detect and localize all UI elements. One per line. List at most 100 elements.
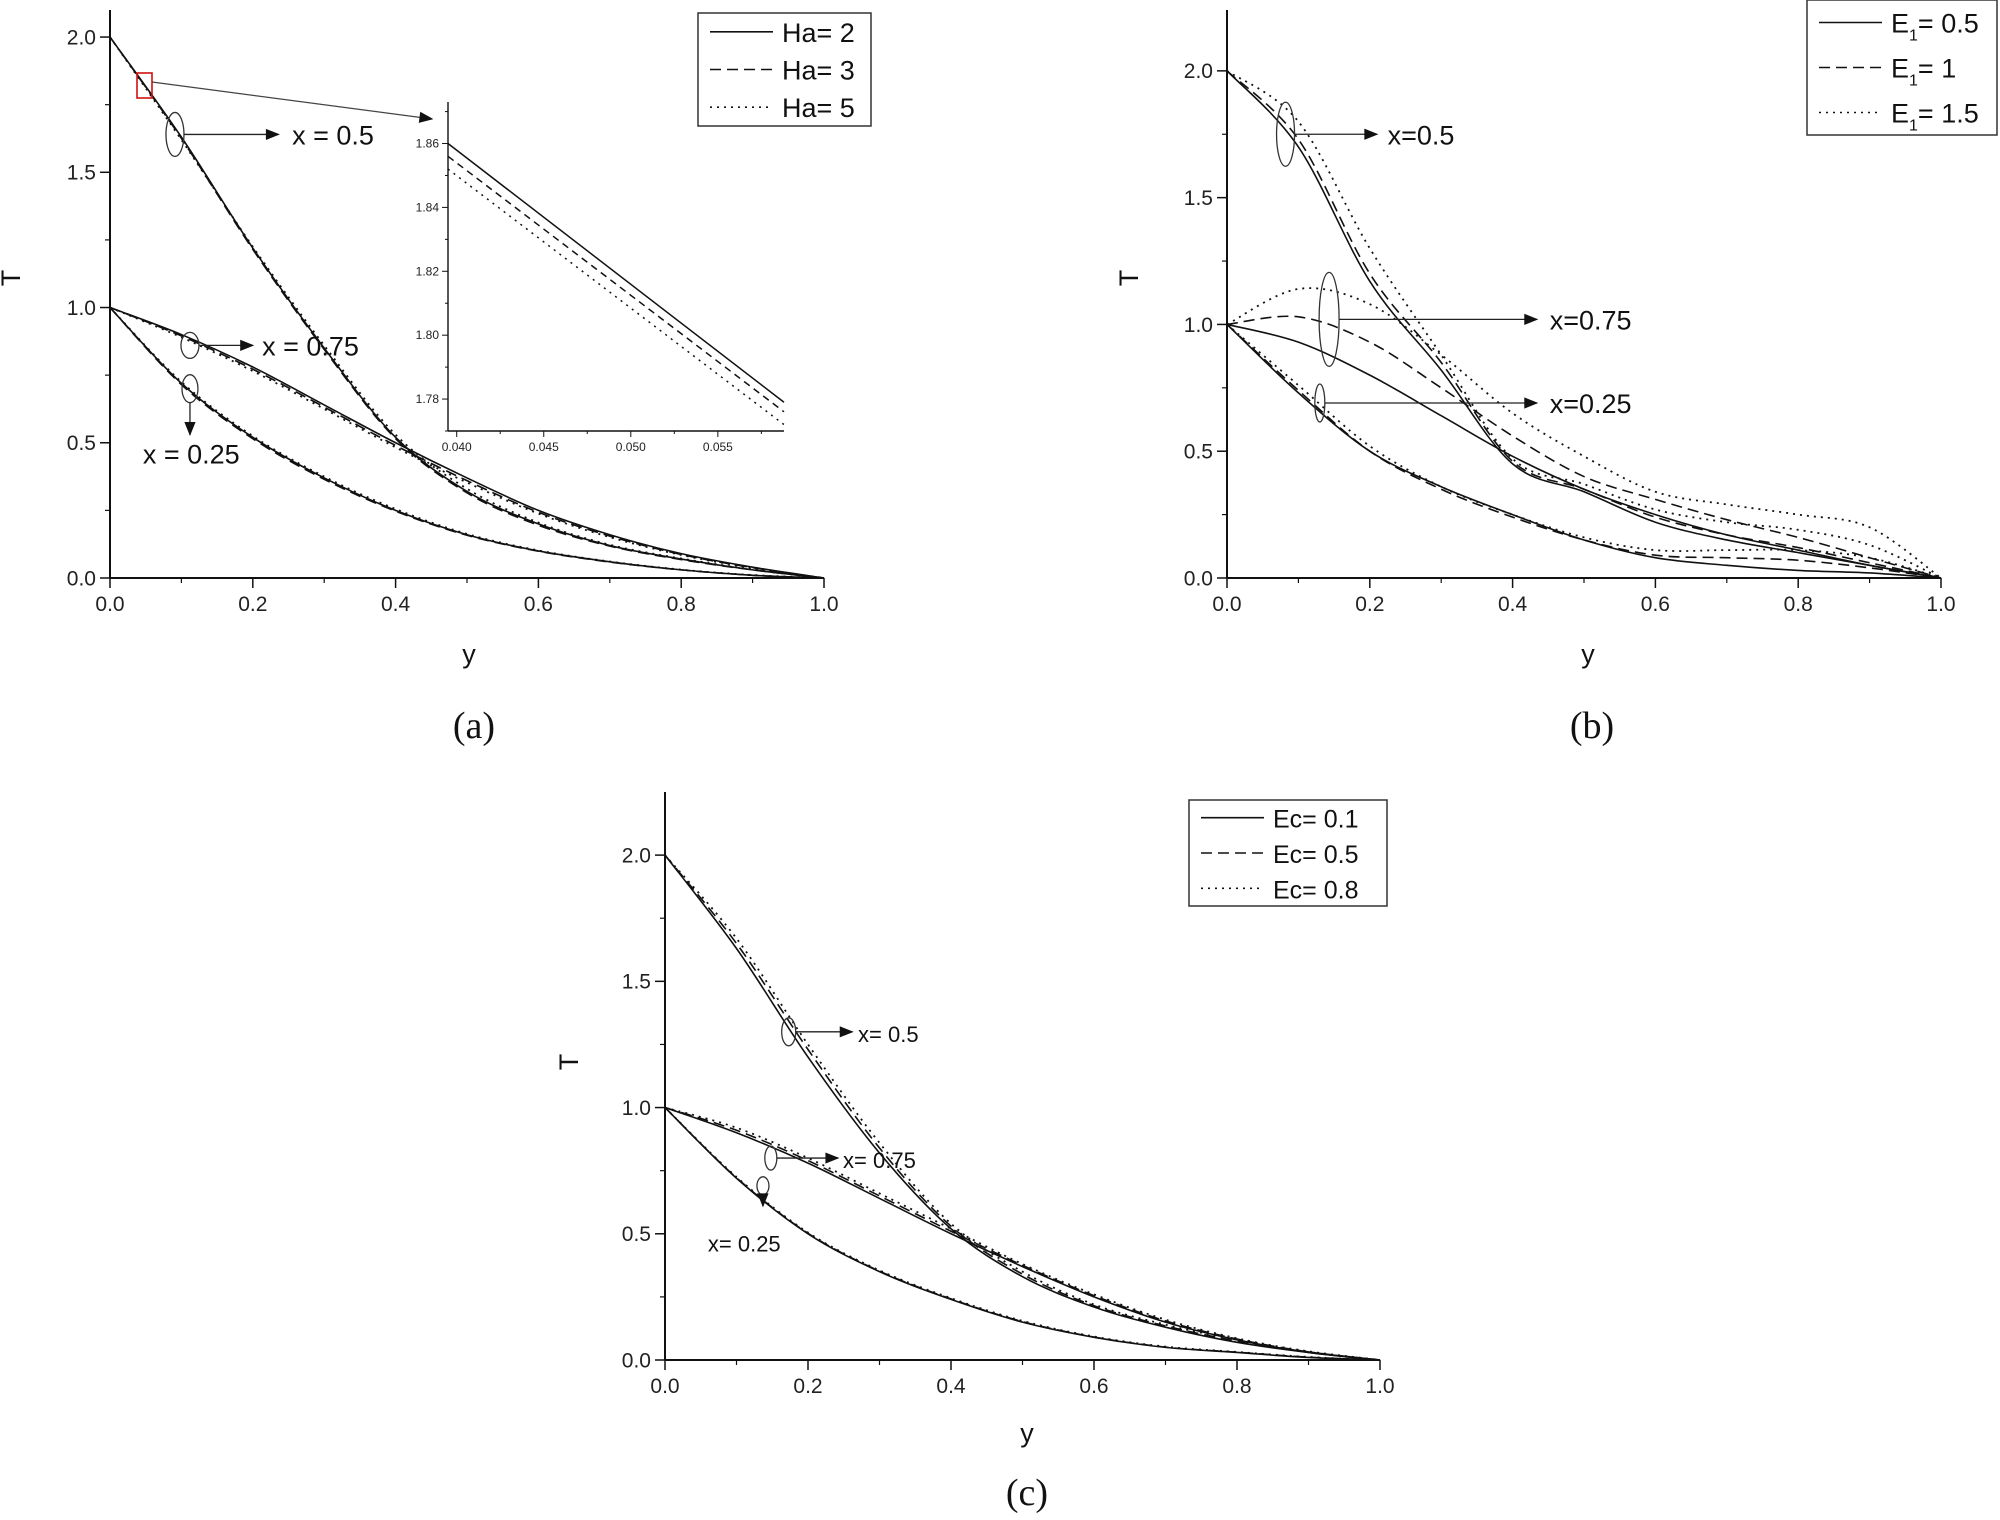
legend-label: E1= 1	[1891, 54, 1956, 90]
inset-x-tick-label: 0.055	[703, 440, 733, 454]
legend-label: Ha= 5	[782, 93, 855, 123]
x-tick-label: 0.8	[667, 593, 696, 616]
y-tick-label: 0.5	[1184, 441, 1213, 464]
y-tick-label: 1.0	[1184, 314, 1213, 337]
annotation-label: x= 0.75	[843, 1148, 916, 1173]
legend: E1= 0.5E1= 1E1= 1.5	[1806, 0, 1998, 136]
x-tick-label: 0.4	[936, 1375, 966, 1398]
inset-y-tick-label: 1.86	[416, 137, 440, 151]
y-tick-label: 0.5	[67, 432, 96, 455]
legend-label-main: E	[1891, 99, 1909, 129]
x-tick-label: 0.6	[1079, 1375, 1108, 1398]
y-tick-label: 0.0	[1184, 567, 1213, 590]
annotation-label: x = 0.5	[292, 120, 374, 150]
y-tick-label: 2.0	[67, 26, 96, 49]
annotation-ellipse	[756, 1176, 770, 1196]
x-axis-label: y	[1020, 1418, 1034, 1448]
series-line-dotted-x-0.5	[1226, 70, 1942, 579]
series-line-solid-x-0.25	[1226, 323, 1942, 579]
x-tick-label: 0.2	[238, 593, 267, 616]
zoom-region-marker	[136, 72, 153, 99]
legend-label-subscript: 1	[1909, 73, 1918, 90]
legend-label-subscript: 1	[1909, 28, 1918, 45]
x-tick-label: 0.2	[1355, 593, 1384, 616]
zoom-connector-arrow	[151, 81, 434, 123]
legend-label-main: E	[1891, 54, 1909, 84]
annotation-ellipse	[1314, 383, 1326, 423]
annotation-label: x=0.75	[1550, 305, 1632, 335]
inset-chart: 0.040 0.045 0.050 0.055 1.78 1.80 1.82 1.84 1.86	[416, 102, 785, 454]
legend-label-rest: = 1.5	[1918, 99, 1979, 129]
series-line-dashed-x-0.5	[1226, 70, 1942, 579]
y-tick-label: 0.5	[622, 1223, 651, 1246]
annotation-ellipse	[1318, 271, 1340, 368]
x-tick-label: 0.0	[650, 1375, 679, 1398]
inset-y-tick-label: 1.80	[416, 328, 440, 342]
series-line-dashed-x-0.25	[1226, 323, 1942, 579]
annotation-ellipse	[1275, 101, 1296, 167]
series-line-dotted-x-0.5	[109, 36, 825, 579]
inset-x-tick-label: 0.040	[442, 440, 472, 454]
legend-label-subscript: 1	[1909, 118, 1918, 135]
inset-series-line-solid	[447, 142, 785, 403]
legend-label: Ha= 3	[782, 56, 855, 86]
series-line-dashed-x-0.25	[109, 306, 825, 579]
series-line-solid-x-0.75	[109, 306, 825, 579]
legend-label: E1= 1.5	[1891, 99, 1979, 135]
legend-label: Ec= 0.5	[1273, 841, 1358, 869]
series-line-dotted-x-0.75	[1226, 287, 1942, 579]
annotation-ellipse	[180, 331, 200, 360]
legend-label-rest: = 0.5	[1918, 9, 1979, 39]
y-tick-label: 1.0	[67, 297, 96, 320]
x-tick-label: 0.4	[381, 593, 411, 616]
inset-y-tick-label: 1.82	[416, 264, 440, 278]
legend-label-main: E	[1891, 9, 1909, 39]
annotation-label: x= 0.5	[858, 1022, 919, 1047]
legend-label: Ec= 0.1	[1273, 806, 1358, 834]
y-tick-label: 1.0	[622, 1097, 651, 1120]
y-tick-label: 0.0	[622, 1349, 651, 1372]
y-axis-label: T	[554, 1054, 584, 1071]
x-tick-label: 0.8	[1222, 1375, 1251, 1398]
series-line-solid-x-0.5	[664, 854, 1381, 1361]
legend-label: Ha= 2	[782, 18, 855, 48]
series-line-dotted-x-0.25	[109, 306, 825, 579]
y-tick-label: 1.5	[622, 971, 651, 994]
series-line-dotted-x-0.75	[109, 306, 825, 579]
x-axis-label: y	[462, 639, 476, 669]
annotation-label: x = 0.75	[262, 331, 359, 361]
y-tick-label: 1.5	[67, 162, 96, 185]
x-tick-label: 1.0	[1365, 1375, 1394, 1398]
annotation-label: x= 0.25	[708, 1231, 781, 1256]
inset-x-tick-label: 0.050	[616, 440, 646, 454]
y-tick-label: 1.5	[1184, 187, 1213, 210]
y-tick-label: 2.0	[622, 844, 651, 867]
series-line-dashed-x-0.75	[1226, 315, 1942, 579]
x-tick-label: 0.6	[1641, 593, 1670, 616]
inset-series-line-dashed	[447, 155, 785, 413]
annotation-label: x=0.5	[1388, 120, 1455, 150]
y-axis-label: T	[0, 270, 26, 287]
y-tick-label: 0.0	[67, 567, 96, 590]
legend-label: Ec= 0.8	[1273, 876, 1358, 904]
series-line-solid-x-0.5	[109, 36, 825, 579]
x-tick-label: 0.6	[524, 593, 553, 616]
chart-panel-a: 0.0 0.2 0.4 0.6 0.8 1.0 0.0 0.5 1.0 1.5 2.0 y T (a) x …	[0, 10, 872, 747]
annotation-ellipse	[764, 1145, 778, 1171]
series-line-dashed-x-0.75	[664, 1106, 1381, 1361]
y-axis-label: T	[1114, 270, 1144, 287]
x-tick-label: 0.0	[95, 593, 124, 616]
legend-label: E1= 0.5	[1891, 9, 1979, 45]
inset-series-line-dotted	[447, 168, 785, 426]
legend: Ha= 2 Ha= 3 Ha= 5	[697, 12, 872, 127]
chart-panel-b: 0.0 0.2 0.4 0.6 0.8 1.0 0.0 0.5 1.0 1.5 2.0 y T (b) x=…	[1114, 0, 1998, 747]
panel-caption: (a)	[453, 705, 495, 747]
series-line-dotted-x-0.5	[664, 854, 1381, 1361]
x-tick-label: 0.2	[793, 1375, 822, 1398]
x-tick-label: 1.0	[809, 593, 838, 616]
chart-panel-c: 0.0 0.2 0.4 0.6 0.8 1.0 0.0 0.5 1.0 1.5 2.0 y T (c) x=…	[554, 792, 1395, 1514]
x-tick-label: 1.0	[1926, 593, 1955, 616]
inset-y-tick-label: 1.78	[416, 392, 440, 406]
annotation-label: x=0.25	[1550, 389, 1632, 419]
